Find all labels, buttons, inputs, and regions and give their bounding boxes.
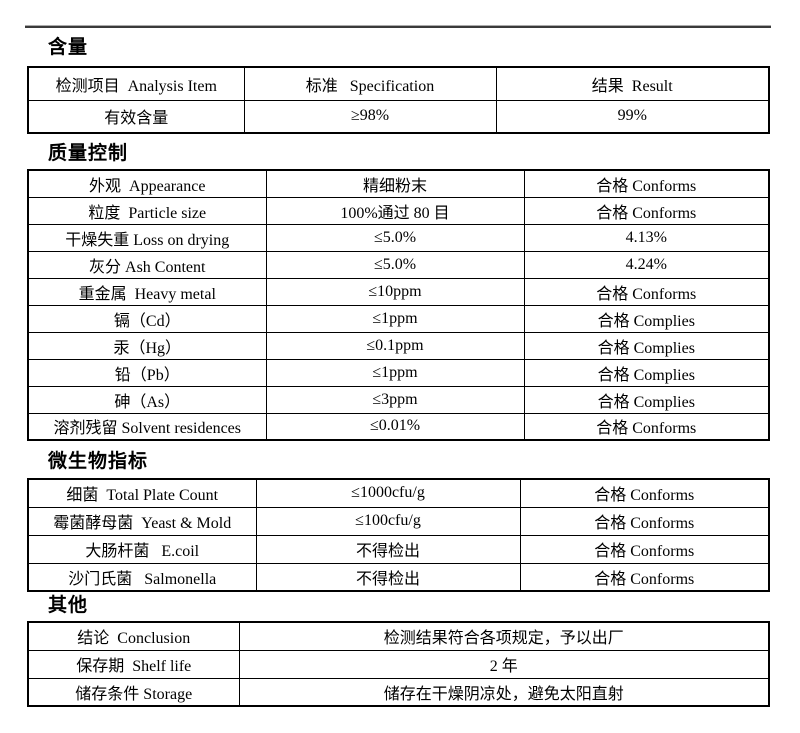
- table-row: 汞（Hg） ≤0.1ppm 合格 Complies: [27, 331, 770, 360]
- cell-spec: ≤100cfu/g: [255, 506, 521, 536]
- cell-spec: 不得检出: [255, 562, 521, 592]
- cell-spec: 100%通过 80 目: [265, 196, 525, 225]
- cell-value: 检测结果符合各项规定，予以出厂: [238, 621, 770, 651]
- cell-item: 镉（Cd）: [27, 304, 267, 333]
- table-row: 灰分 Ash Content ≤5.0% 4.24%: [27, 250, 770, 279]
- cell-spec: ≤5.0%: [265, 223, 525, 252]
- table-row: 霉菌酵母菌 Yeast & Mold ≤100cfu/g 合格 Conforms: [27, 506, 770, 536]
- cell-item: 细菌 Total Plate Count: [27, 478, 257, 508]
- cell-item: 结论 Conclusion: [27, 621, 240, 651]
- cell-item: 汞（Hg）: [27, 331, 267, 360]
- cell-result: 合格 Complies: [523, 304, 770, 333]
- microbiological-table: 细菌 Total Plate Count ≤1000cfu/g 合格 Confo…: [27, 478, 770, 592]
- cell-value: 储存在干燥阴凉处，避免太阳直射: [238, 677, 770, 707]
- section-title-content: 含量: [48, 37, 89, 58]
- cell-spec: 不得检出: [255, 534, 521, 564]
- cell-item: 沙门氏菌 Salmonella: [27, 562, 257, 592]
- table-row: 外观 Appearance 精细粉末 合格 Conforms: [27, 169, 770, 198]
- table-row: 储存条件 Storage 储存在干燥阴凉处，避免太阳直射: [27, 677, 770, 707]
- cell-spec: ≤0.01%: [265, 412, 525, 441]
- table-row: 粒度 Particle size 100%通过 80 目 合格 Conforms: [27, 196, 770, 225]
- section-title-microbiological: 微生物指标: [48, 451, 149, 472]
- cell-result: 合格 Complies: [523, 358, 770, 387]
- cell-result: 合格 Complies: [523, 385, 770, 414]
- cell-item: 砷（As）: [27, 385, 267, 414]
- table-row: 大肠杆菌 E.coil 不得检出 合格 Conforms: [27, 534, 770, 564]
- cell-result: 合格 Conforms: [519, 534, 770, 564]
- table-row: 结论 Conclusion 检测结果符合各项规定，予以出厂: [27, 621, 770, 651]
- cell-item: 保存期 Shelf life: [27, 649, 240, 679]
- cell-item: 铅（Pb）: [27, 358, 267, 387]
- cell-item: 灰分 Ash Content: [27, 250, 267, 279]
- section-title-other: 其他: [48, 595, 89, 616]
- cell-item: 溶剂残留 Solvent residences: [27, 412, 267, 441]
- cell-spec: ≤1ppm: [265, 358, 525, 387]
- content-table: 检测项目 Analysis Item 标准 Specification 结果 R…: [27, 66, 770, 134]
- table-row: 沙门氏菌 Salmonella 不得检出 合格 Conforms: [27, 562, 770, 592]
- cell-spec: ≤1000cfu/g: [255, 478, 521, 508]
- cell-item: 粒度 Particle size: [27, 196, 267, 225]
- cell-result: 合格 Conforms: [519, 562, 770, 592]
- cell-item: 重金属 Heavy metal: [27, 277, 267, 306]
- cell-item: 干燥失重 Loss on drying: [27, 223, 267, 252]
- cell-spec: ≤0.1ppm: [265, 331, 525, 360]
- cell-result: 4.24%: [523, 250, 770, 279]
- cell-result: 合格 Conforms: [523, 277, 770, 306]
- quality-control-table: 外观 Appearance 精细粉末 合格 Conforms 粒度 Partic…: [27, 169, 770, 441]
- table-row: 镉（Cd） ≤1ppm 合格 Complies: [27, 304, 770, 333]
- cell-result: 99%: [495, 99, 770, 134]
- top-rule-divider: [25, 25, 771, 28]
- cell-item: 大肠杆菌 E.coil: [27, 534, 257, 564]
- col-header-result: 结果 Result: [495, 66, 770, 101]
- cell-item: 有效含量: [27, 99, 245, 134]
- cell-item: 外观 Appearance: [27, 169, 267, 198]
- cell-result: 合格 Conforms: [523, 169, 770, 198]
- table-row: 砷（As） ≤3ppm 合格 Complies: [27, 385, 770, 414]
- cell-result: 4.13%: [523, 223, 770, 252]
- cell-item: 储存条件 Storage: [27, 677, 240, 707]
- other-table: 结论 Conclusion 检测结果符合各项规定，予以出厂 保存期 Shelf …: [27, 621, 770, 707]
- cell-spec: ≤3ppm: [265, 385, 525, 414]
- table-row: 有效含量 ≥98% 99%: [27, 99, 770, 134]
- cell-result: 合格 Conforms: [523, 412, 770, 441]
- table-row: 细菌 Total Plate Count ≤1000cfu/g 合格 Confo…: [27, 478, 770, 508]
- cell-spec: 精细粉末: [265, 169, 525, 198]
- col-header-analysis-item: 检测项目 Analysis Item: [27, 66, 245, 101]
- table-row: 干燥失重 Loss on drying ≤5.0% 4.13%: [27, 223, 770, 252]
- cell-spec: ≤5.0%: [265, 250, 525, 279]
- cell-spec: ≤1ppm: [265, 304, 525, 333]
- cell-result: 合格 Conforms: [519, 506, 770, 536]
- table-row: 铅（Pb） ≤1ppm 合格 Complies: [27, 358, 770, 387]
- table-row: 重金属 Heavy metal ≤10ppm 合格 Conforms: [27, 277, 770, 306]
- section-title-quality-control: 质量控制: [48, 143, 129, 164]
- col-header-specification: 标准 Specification: [243, 66, 497, 101]
- cell-spec: ≥98%: [243, 99, 497, 134]
- cell-spec: ≤10ppm: [265, 277, 525, 306]
- cell-value: 2 年: [238, 649, 770, 679]
- cell-result: 合格 Conforms: [523, 196, 770, 225]
- cell-result: 合格 Conforms: [519, 478, 770, 508]
- cell-item: 霉菌酵母菌 Yeast & Mold: [27, 506, 257, 536]
- cell-result: 合格 Complies: [523, 331, 770, 360]
- table-header-row: 检测项目 Analysis Item 标准 Specification 结果 R…: [27, 66, 770, 101]
- table-row: 保存期 Shelf life 2 年: [27, 649, 770, 679]
- table-row: 溶剂残留 Solvent residences ≤0.01% 合格 Confor…: [27, 412, 770, 441]
